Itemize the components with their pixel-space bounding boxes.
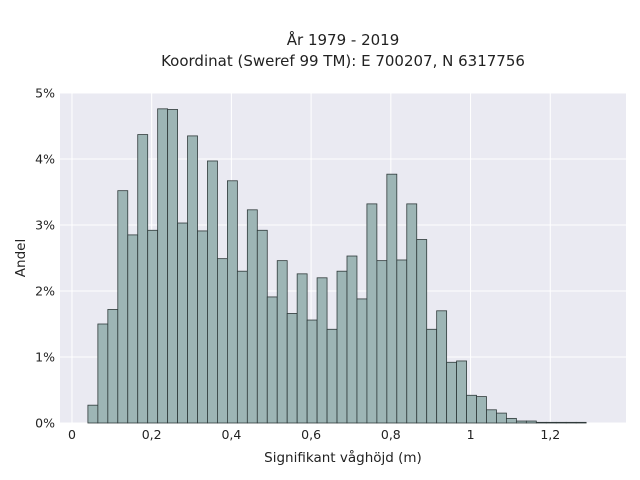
histogram-bar <box>217 258 228 424</box>
histogram-bar <box>396 259 408 424</box>
histogram-bar <box>97 323 109 424</box>
y-tick-label: 2% <box>35 284 55 299</box>
histogram-bar <box>107 309 119 424</box>
histogram-bar <box>346 255 358 424</box>
histogram-bar <box>506 417 517 424</box>
x-tick-label: 1,2 <box>540 427 560 442</box>
histogram-bar <box>386 173 398 424</box>
histogram-bar <box>197 230 208 424</box>
x-axis-label: Signifikant våghöjd (m) <box>264 449 422 466</box>
y-tick-label: 1% <box>35 350 55 365</box>
histogram-bar <box>87 404 99 424</box>
histogram-bar <box>436 310 448 424</box>
histogram-bar <box>177 222 188 424</box>
histogram-bar <box>426 328 438 424</box>
histogram-bar <box>496 412 507 424</box>
histogram-bar <box>366 203 378 424</box>
histogram-bar <box>535 421 547 424</box>
histogram-bar <box>276 260 288 424</box>
histogram-bar <box>117 190 129 424</box>
histogram-bar <box>157 108 169 424</box>
histogram-bar <box>356 298 368 424</box>
histogram-bar <box>187 135 198 424</box>
histogram-bar <box>515 420 527 424</box>
histogram-bar <box>306 319 318 424</box>
y-tick-label: 4% <box>35 152 55 167</box>
x-tick-label: 0,6 <box>301 427 321 442</box>
histogram-bar <box>296 273 308 424</box>
histogram-bar <box>406 203 418 424</box>
histogram-bar <box>147 229 159 424</box>
x-tick-label: 0 <box>68 427 76 442</box>
histogram-bars <box>87 108 587 424</box>
histogram-bar <box>575 421 587 424</box>
y-axis-ticks: 0% 1% 2% 3% 4% 5% <box>35 86 55 431</box>
histogram-bar <box>466 394 477 424</box>
histogram-bar <box>376 260 388 424</box>
x-axis-ticks: 0 0,2 0,4 0,6 0,8 1 1,2 <box>68 427 560 442</box>
y-axis-label: Andel <box>13 239 29 277</box>
histogram-bar <box>167 109 178 424</box>
x-tick-label: 1 <box>467 427 475 442</box>
histogram-bar <box>227 180 238 424</box>
histogram-bar <box>476 396 487 424</box>
histogram-bar <box>286 313 298 424</box>
histogram-bar <box>207 160 218 424</box>
histogram-bar <box>416 239 428 424</box>
chart-title-line-2: Koordinat (Sweref 99 TM): E 700207, N 63… <box>161 52 525 70</box>
x-tick-label: 0,2 <box>142 427 162 442</box>
histogram-bar <box>316 277 328 424</box>
histogram-bar <box>456 360 467 424</box>
histogram-bar <box>236 270 248 424</box>
histogram-bar <box>246 209 258 424</box>
x-tick-label: 0,4 <box>221 427 241 442</box>
histogram-bar <box>137 134 149 424</box>
histogram-bar <box>127 234 139 424</box>
y-tick-label: 3% <box>35 218 55 233</box>
histogram-bar <box>545 421 557 424</box>
y-tick-label: 5% <box>35 86 55 101</box>
y-tick-label: 0% <box>35 416 55 431</box>
histogram-bar <box>525 420 537 424</box>
histogram-bar <box>555 421 567 424</box>
histogram-bar <box>266 296 278 424</box>
histogram-bar <box>446 361 457 424</box>
histogram-bar <box>326 328 338 424</box>
histogram-bar <box>336 270 348 424</box>
chart-title-line-1: År 1979 - 2019 <box>287 30 400 49</box>
histogram-bar <box>486 409 497 424</box>
histogram-bar <box>565 421 577 424</box>
x-tick-label: 0,8 <box>381 427 401 442</box>
histogram-bar <box>256 229 268 424</box>
